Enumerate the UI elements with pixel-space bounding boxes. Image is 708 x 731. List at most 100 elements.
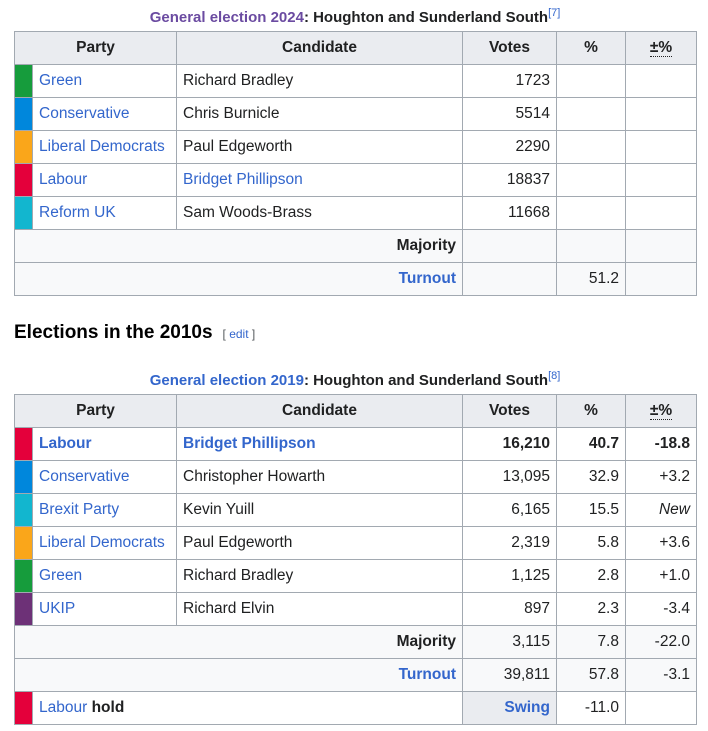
votes-cell: 18837 bbox=[462, 163, 557, 197]
party-color-swatch bbox=[14, 64, 33, 98]
header-row: Party Candidate Votes % ±% bbox=[14, 394, 697, 428]
caption-constituency: : Houghton and Sunderland South bbox=[303, 372, 549, 389]
votes-header: Votes bbox=[462, 394, 557, 428]
hold-text: hold bbox=[87, 699, 125, 716]
candidate-name: Chris Burnicle bbox=[176, 97, 463, 131]
candidate-name: Paul Edgeworth bbox=[176, 130, 463, 164]
change-cell: +3.6 bbox=[625, 526, 697, 560]
percent-cell: 32.9 bbox=[556, 460, 626, 494]
votes-cell: 11668 bbox=[462, 196, 557, 230]
table-row: Labour Bridget Phillipson 16,210 40.7 -1… bbox=[14, 427, 697, 461]
party-link[interactable]: Labour bbox=[32, 427, 177, 461]
party-link[interactable]: Labour bbox=[39, 699, 88, 716]
table-row: Conservative Chris Burnicle 5514 bbox=[14, 97, 697, 131]
party-link[interactable]: Labour bbox=[32, 163, 177, 197]
change-cell bbox=[625, 163, 697, 197]
election-2019-table: Party Candidate Votes % ±% Labour Bridge… bbox=[14, 394, 697, 725]
party-link[interactable]: Brexit Party bbox=[32, 493, 177, 527]
change-header[interactable]: ±% bbox=[625, 394, 697, 428]
party-color-swatch bbox=[14, 526, 33, 560]
majority-change bbox=[625, 229, 697, 263]
percent-cell bbox=[556, 163, 626, 197]
percent-cell: 5.8 bbox=[556, 526, 626, 560]
majority-row: Majority bbox=[14, 229, 697, 263]
table-row: Liberal Democrats Paul Edgeworth 2,319 5… bbox=[14, 526, 697, 560]
party-color-swatch bbox=[14, 592, 33, 626]
reference-link[interactable]: [7] bbox=[548, 7, 561, 19]
majority-percent: 7.8 bbox=[556, 625, 626, 659]
change-cell: -18.8 bbox=[625, 427, 697, 461]
candidate-link[interactable]: Bridget Phillipson bbox=[176, 427, 463, 461]
majority-votes: 3,115 bbox=[462, 625, 557, 659]
party-color-swatch bbox=[14, 559, 33, 593]
section-title: Elections in the 2010s bbox=[14, 322, 213, 343]
turnout-change bbox=[625, 262, 697, 296]
votes-header: Votes bbox=[462, 31, 557, 65]
party-link[interactable]: Green bbox=[32, 64, 177, 98]
party-color-swatch bbox=[14, 691, 33, 725]
change-cell bbox=[625, 130, 697, 164]
party-link[interactable]: Green bbox=[32, 559, 177, 593]
turnout-row: Turnout 51.2 bbox=[14, 262, 697, 296]
turnout-link[interactable]: Turnout bbox=[14, 658, 463, 692]
party-color-swatch bbox=[14, 163, 33, 197]
majority-percent bbox=[556, 229, 626, 263]
candidate-header: Candidate bbox=[176, 31, 463, 65]
election-2019-link[interactable]: General election 2019 bbox=[149, 372, 304, 389]
swing-link[interactable]: Swing bbox=[462, 691, 557, 725]
party-color-swatch bbox=[14, 130, 33, 164]
party-link[interactable]: Liberal Democrats bbox=[32, 130, 177, 164]
votes-cell: 2290 bbox=[462, 130, 557, 164]
percent-header: % bbox=[556, 394, 626, 428]
hold-row: Labour hold Swing -11.0 bbox=[14, 691, 697, 725]
votes-cell: 1723 bbox=[462, 64, 557, 98]
candidate-link[interactable]: Bridget Phillipson bbox=[176, 163, 463, 197]
candidate-name: Sam Woods-Brass bbox=[176, 196, 463, 230]
table-row: Reform UK Sam Woods-Brass 11668 bbox=[14, 196, 697, 230]
party-link[interactable]: Reform UK bbox=[32, 196, 177, 230]
hold-cell: Labour hold bbox=[32, 691, 463, 725]
turnout-votes bbox=[462, 262, 557, 296]
party-header: Party bbox=[14, 394, 177, 428]
table-row: UKIP Richard Elvin 897 2.3 -3.4 bbox=[14, 592, 697, 626]
election-2024-link[interactable]: General election 2024 bbox=[149, 9, 304, 26]
header-row: Party Candidate Votes % ±% bbox=[14, 31, 697, 65]
candidate-name: Richard Elvin bbox=[176, 592, 463, 626]
party-link[interactable]: Conservative bbox=[32, 97, 177, 131]
votes-cell: 1,125 bbox=[462, 559, 557, 593]
table-row: Brexit Party Kevin Yuill 6,165 15.5 New bbox=[14, 493, 697, 527]
percent-cell bbox=[556, 130, 626, 164]
edit-link[interactable]: edit bbox=[229, 327, 249, 341]
change-cell: +3.2 bbox=[625, 460, 697, 494]
change-cell bbox=[625, 64, 697, 98]
caption-constituency: : Houghton and Sunderland South bbox=[303, 9, 549, 26]
votes-cell: 5514 bbox=[462, 97, 557, 131]
votes-cell: 2,319 bbox=[462, 526, 557, 560]
candidate-name: Richard Bradley bbox=[176, 559, 463, 593]
votes-cell: 897 bbox=[462, 592, 557, 626]
party-link[interactable]: Liberal Democrats bbox=[32, 526, 177, 560]
table-row: Labour Bridget Phillipson 18837 bbox=[14, 163, 697, 197]
candidate-header: Candidate bbox=[176, 394, 463, 428]
edit-section: [ edit ] bbox=[222, 327, 256, 341]
turnout-change: -3.1 bbox=[625, 658, 697, 692]
percent-cell bbox=[556, 64, 626, 98]
change-cell: -3.4 bbox=[625, 592, 697, 626]
majority-change: -22.0 bbox=[625, 625, 697, 659]
party-link[interactable]: Conservative bbox=[32, 460, 177, 494]
change-header[interactable]: ±% bbox=[625, 31, 697, 65]
percent-cell bbox=[556, 196, 626, 230]
turnout-votes: 39,811 bbox=[462, 658, 557, 692]
votes-cell: 13,095 bbox=[462, 460, 557, 494]
turnout-link[interactable]: Turnout bbox=[14, 262, 463, 296]
party-link[interactable]: UKIP bbox=[32, 592, 177, 626]
table-caption-2024: General election 2024: Houghton and Sund… bbox=[14, 7, 696, 26]
percent-header: % bbox=[556, 31, 626, 65]
percent-cell: 2.8 bbox=[556, 559, 626, 593]
table-caption-2019: General election 2019: Houghton and Sund… bbox=[14, 370, 696, 389]
majority-label: Majority bbox=[14, 625, 463, 659]
percent-cell: 15.5 bbox=[556, 493, 626, 527]
candidate-name: Paul Edgeworth bbox=[176, 526, 463, 560]
table-row: Green Richard Bradley 1,125 2.8 +1.0 bbox=[14, 559, 697, 593]
reference-link[interactable]: [8] bbox=[548, 370, 561, 382]
